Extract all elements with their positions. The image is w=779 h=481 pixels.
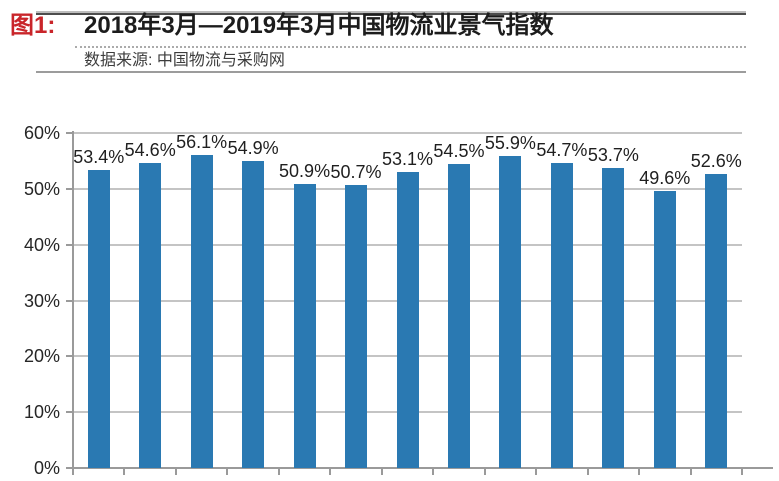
bar-value-label: 50.7% — [330, 161, 382, 182]
y-axis-tick — [66, 299, 73, 302]
bar — [190, 154, 213, 468]
bar — [602, 168, 625, 468]
x-axis-tick — [689, 468, 692, 475]
bar-value-label: 53.7% — [587, 145, 639, 166]
bar — [550, 162, 573, 468]
bar — [87, 169, 110, 468]
bar-value-label: 50.9% — [279, 160, 331, 181]
bar — [653, 191, 676, 468]
x-axis-tick — [277, 468, 280, 475]
x-axis-tick — [174, 468, 177, 475]
x-axis-tick — [226, 468, 229, 475]
bar-value-label: 54.9% — [227, 138, 279, 159]
bar — [705, 174, 728, 468]
x-axis-tick — [638, 468, 641, 475]
y-axis-tick-label: 60% — [23, 123, 60, 143]
x-axis-tick — [586, 468, 589, 475]
data-source-label: 数据来源: 中国物流与采购网 — [84, 52, 285, 69]
x-axis-tick — [72, 468, 74, 475]
bar — [293, 183, 316, 468]
y-axis-tick-label: 40% — [23, 234, 60, 255]
x-axis-tick — [535, 468, 538, 475]
header-bottom-rule — [36, 71, 746, 73]
y-axis-tick — [66, 187, 73, 190]
bar-value-label: 56.1% — [176, 131, 228, 152]
x-axis-tick — [432, 468, 435, 475]
bar-value-label: 53.1% — [381, 148, 434, 169]
y-axis-tick-label: 30% — [23, 290, 60, 311]
x-axis-tick — [123, 468, 126, 475]
y-axis-tick-label: 20% — [23, 346, 60, 367]
bar — [499, 155, 522, 468]
y-axis-line — [72, 131, 74, 470]
bar-value-label: 52.6% — [690, 151, 742, 172]
bar-value-label: 54.5% — [433, 140, 485, 161]
x-axis-tick — [741, 468, 743, 475]
header-dotted-rule — [75, 46, 746, 48]
header-top-rule — [36, 13, 746, 15]
chart-title: 2018年3月—2019年3月中国物流业景气指数 — [84, 12, 554, 39]
y-axis-tick-label: 50% — [23, 178, 60, 199]
bar-value-label: 53.4% — [73, 146, 125, 167]
bar — [242, 161, 265, 468]
x-axis-line — [66, 467, 773, 469]
y-axis-tick-label: 0% — [33, 458, 60, 478]
y-axis-tick — [66, 132, 73, 134]
gridline-60% — [73, 132, 742, 134]
bar-value-label: 49.6% — [639, 168, 691, 189]
bar — [139, 163, 162, 468]
y-axis-tick — [66, 411, 73, 414]
x-axis-tick — [380, 468, 383, 475]
figure-number-label: 图1: — [10, 12, 56, 39]
bar-value-label: 54.7% — [536, 139, 588, 160]
x-axis-tick — [483, 468, 486, 475]
bar — [345, 184, 368, 468]
bar — [396, 171, 419, 468]
bar-value-label: 55.9% — [484, 132, 536, 153]
y-axis-tick — [66, 243, 73, 246]
y-axis-tick-label: 10% — [23, 402, 60, 423]
x-axis-tick — [329, 468, 332, 475]
bar — [447, 163, 470, 468]
y-axis-tick — [66, 355, 73, 358]
bar-value-label: 54.6% — [124, 140, 176, 161]
